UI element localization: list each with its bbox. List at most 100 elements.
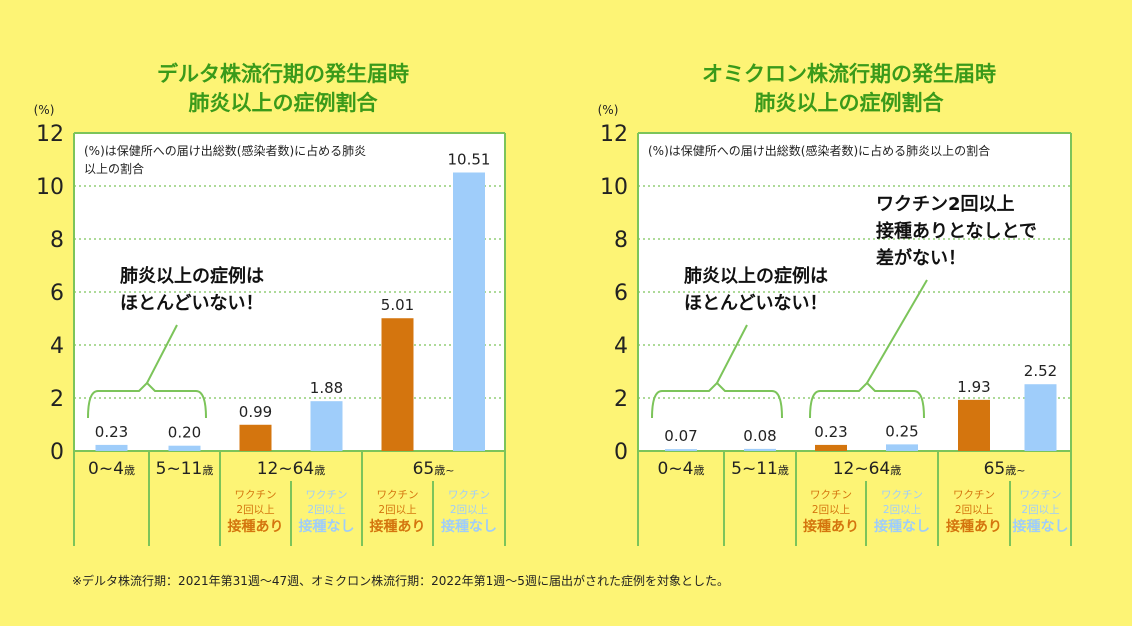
group-label-unit: 歳 <box>693 464 704 477</box>
y-tick-label: 2 <box>50 387 64 412</box>
y-tick-label: 6 <box>50 281 64 306</box>
sub-label-line3: 接種なし <box>874 518 930 535</box>
chart-panel-omicron: オミクロン株流行期の発生届時 肺炎以上の症例割合 0 2 4 6 8 10 12 (%) (%)… <box>566 0 1132 600</box>
sub-label-line3: 接種なし <box>1013 518 1069 535</box>
group-label: 12~64歳 <box>257 459 326 479</box>
bar-value-label: 0.08 <box>743 427 776 445</box>
bar <box>815 444 847 451</box>
sub-label-line3: 接種あり <box>370 518 426 535</box>
group-label-value: 12~64 <box>257 459 315 479</box>
bar-value-label: 0.23 <box>95 423 128 441</box>
y-tick-label: 0 <box>50 440 64 465</box>
bar <box>665 449 697 451</box>
annotation-leader <box>716 324 748 384</box>
group-label-unit: 歳~ <box>1005 464 1025 477</box>
annotation-text: ほとんどいない！ <box>120 293 263 314</box>
group-label: 65歳~ <box>413 459 455 479</box>
annotation-text: 差がない！ <box>876 247 966 269</box>
sub-label-line3: 接種あり <box>228 518 284 535</box>
y-tick-label: 10 <box>600 175 628 200</box>
y-axis-unit: (%) <box>598 103 619 117</box>
y-tick-label: 10 <box>36 175 64 200</box>
sub-label-line2: 2回以上 <box>378 504 416 516</box>
bar-value-label: 0.20 <box>168 424 201 442</box>
bar-value-label: 0.23 <box>814 423 847 441</box>
annotation-leader <box>866 279 928 384</box>
group-label-unit: 歳 <box>778 464 789 477</box>
y-tick-label: 2 <box>614 387 628 412</box>
group-label-value: 5~11 <box>156 459 203 479</box>
y-tick-label: 0 <box>614 440 628 465</box>
y-tick-label: 8 <box>614 228 628 253</box>
bar <box>453 172 485 452</box>
group-label-value: 0~4 <box>658 459 694 479</box>
bar <box>95 444 128 451</box>
chart-title-line1: デルタ株流行期の発生届時 <box>157 62 409 86</box>
bar <box>744 448 776 451</box>
group-label-unit: 歳 <box>202 464 213 477</box>
chart-title-line2: 肺炎以上の症例割合 <box>754 91 944 115</box>
sub-label-line3: 接種あり <box>803 518 859 535</box>
group-label-unit: 歳~ <box>434 464 454 477</box>
bar-value-label: 0.07 <box>664 427 697 445</box>
group-label-value: 0~4 <box>88 459 124 479</box>
sub-label-line3: 接種あり <box>946 518 1002 535</box>
bar-value-label: 2.52 <box>1024 362 1057 380</box>
annotation-text: 肺炎以上の症例は <box>120 265 264 287</box>
sub-label-line2: 2回以上 <box>1021 504 1059 516</box>
y-tick-label: 4 <box>614 334 628 359</box>
sub-label-line1: ワクチン <box>377 489 419 501</box>
group-label-value: 65 <box>984 459 1006 479</box>
y-tick-label: 12 <box>600 122 628 147</box>
group-label-value: 65 <box>413 459 435 479</box>
sub-label-line2: 2回以上 <box>883 504 921 516</box>
chart-title-line1: オミクロン株流行期の発生届時 <box>702 62 996 86</box>
group-label: 0~4歳 <box>658 459 705 479</box>
bar-value-label: 1.88 <box>310 379 343 397</box>
y-axis-unit: (%) <box>34 103 55 117</box>
sub-label-line3: 接種なし <box>299 518 355 535</box>
group-label-value: 12~64 <box>833 459 891 479</box>
annotation-text: 接種ありとなしとで <box>876 220 1037 242</box>
sub-label-line2: 2回以上 <box>812 504 850 516</box>
chart-panel-delta: デルタ株流行期の発生届時 肺炎以上の症例割合 0 2 4 6 8 10 12 (%) (%)は保… <box>0 0 566 600</box>
group-label-unit: 歳 <box>124 464 135 477</box>
bar <box>310 401 343 451</box>
group-label: 5~11歳 <box>731 459 789 479</box>
chart-note: 以上の割合 <box>84 161 144 176</box>
bar <box>381 318 414 451</box>
sub-label-line1: ワクチン <box>1020 489 1062 501</box>
sub-label-line1: ワクチン <box>306 489 348 501</box>
y-tick-label: 8 <box>50 228 64 253</box>
chart-title-line2: 肺炎以上の症例割合 <box>188 91 378 115</box>
bar <box>886 444 918 451</box>
chart-note: (%)は保健所への届け出総数(感染者数)に占める肺炎 <box>84 143 366 158</box>
delta-bar-chart: 0 2 4 6 8 10 12 (%) (%)は保健所への届け出総数(感染者数)に占める肺炎以上… <box>34 103 506 546</box>
sub-label-line2: 2回以上 <box>450 504 488 516</box>
sub-label-line2: 2回以上 <box>236 504 274 516</box>
sub-label-line1: ワクチン <box>448 489 490 501</box>
chart-note: (%)は保健所への届け出総数(感染者数)に占める肺炎以上の割合 <box>648 143 990 158</box>
bar-value-label: 0.99 <box>239 403 272 421</box>
annotation-text: ほとんどいない！ <box>684 293 827 314</box>
group-label: 12~64歳 <box>833 459 902 479</box>
sub-label-line3: 接種なし <box>441 518 497 535</box>
bar-value-label: 1.93 <box>957 378 990 396</box>
annotation-leader <box>146 324 178 384</box>
bar <box>1024 384 1057 451</box>
bar-value-label: 5.01 <box>381 296 414 314</box>
annotation-text: ワクチン2回以上 <box>876 194 1015 215</box>
bar <box>239 424 272 451</box>
bar <box>168 445 201 451</box>
group-label: 65歳~ <box>984 459 1026 479</box>
group-label-unit: 歳 <box>890 464 901 477</box>
group-label: 0~4歳 <box>88 459 135 479</box>
bar-value-label: 0.25 <box>885 422 918 440</box>
sub-label-line1: ワクチン <box>235 489 277 501</box>
sub-label-line1: ワクチン <box>881 489 923 501</box>
y-tick-label: 4 <box>50 334 64 359</box>
group-label-value: 5~11 <box>731 459 778 479</box>
sub-label-line2: 2回以上 <box>307 504 345 516</box>
omicron-bar-chart: 0 2 4 6 8 10 12 (%) (%)は保健所への届け出総数(感染者数)に占める肺炎以上… <box>598 103 1072 546</box>
group-label-unit: 歳 <box>314 464 325 477</box>
